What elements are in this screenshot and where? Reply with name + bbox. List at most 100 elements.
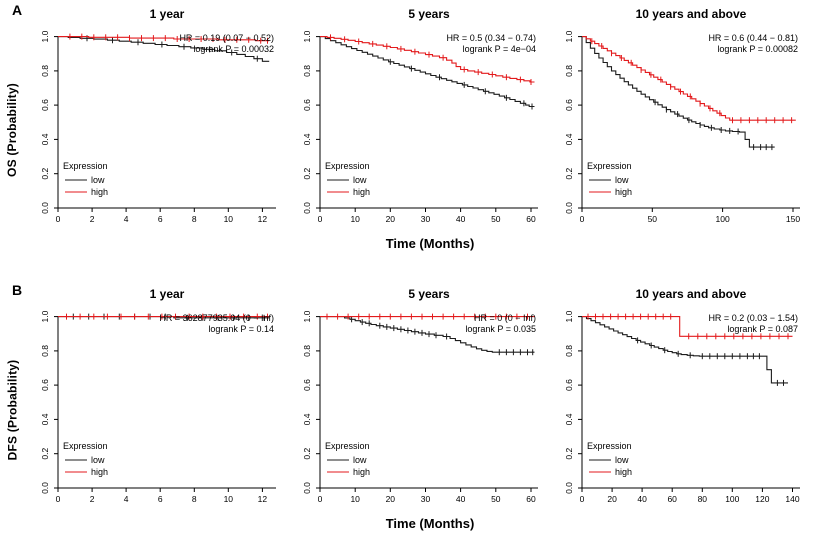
legend-label-high: high xyxy=(615,467,632,477)
y-tick-label: 0.4 xyxy=(302,413,312,425)
row-b-main: 1 year 0 2 4 6 8 10 12 0.0 0.2 0.4 0.6 0.8 1.0 HR = 36… xyxy=(24,286,824,534)
x-tick-label: 6 xyxy=(158,214,163,224)
x-tick-label: 0 xyxy=(580,494,585,504)
censor-marks-high xyxy=(591,38,793,124)
hr-annotation-line: logrank P = 4e−04 xyxy=(463,44,536,54)
hr-annotation-line: logrank P = 0.00082 xyxy=(717,44,798,54)
y-tick-label: 1.0 xyxy=(564,30,574,42)
panel-title: 10 years and above xyxy=(635,7,747,21)
x-tick-label: 80 xyxy=(698,494,708,504)
legend-title: Expression xyxy=(63,441,108,451)
figure-row-a: A OS (Probability) 1 year 0 2 4 6 8 10 12 0.0 0.2… xyxy=(0,0,824,254)
y-tick-label: 0.4 xyxy=(564,133,574,145)
y-tick-label: 0.4 xyxy=(564,413,574,425)
x-tick-label: 140 xyxy=(785,494,799,504)
panel-title: 5 years xyxy=(408,7,450,21)
x-tick-label: 20 xyxy=(607,494,617,504)
y-tick-label: 0.6 xyxy=(564,379,574,391)
y-axis-label-os: OS (Probability) xyxy=(5,83,19,177)
x-tick-label: 30 xyxy=(421,494,431,504)
x-tick-label: 40 xyxy=(456,214,466,224)
km-plot: 0 20 40 60 80 100 120 140 0.0 0.2 0.4 0.6 0.8 1.0 HR =… xyxy=(564,310,800,504)
censor-marks-high xyxy=(69,33,268,44)
y-tick-label: 0.2 xyxy=(40,448,50,460)
x-tick-label: 8 xyxy=(192,494,197,504)
y-tick-label: 0.8 xyxy=(564,65,574,77)
x-tick-label: 20 xyxy=(386,214,396,224)
y-tick-label: 1.0 xyxy=(40,310,50,322)
hr-annotation-line: logrank P = 0.087 xyxy=(727,324,798,334)
legend-label-low: low xyxy=(353,455,367,465)
x-tick-label: 40 xyxy=(456,494,466,504)
km-curve-low xyxy=(320,316,535,353)
x-tick-label: 2 xyxy=(90,214,95,224)
legend-label-low: low xyxy=(615,175,629,185)
y-tick-label: 1.0 xyxy=(40,30,50,42)
x-tick-label: 8 xyxy=(192,214,197,224)
km-curve-low xyxy=(58,36,270,62)
x-tick-label: 50 xyxy=(648,214,658,224)
y-tick-label: 0.2 xyxy=(302,448,312,460)
x-tick-label: 20 xyxy=(386,494,396,504)
legend-label-low: low xyxy=(615,455,629,465)
y-tick-label: 0.8 xyxy=(564,345,574,357)
hr-annotation-line: HR = 362877935.04 (0 − Inf) xyxy=(159,313,274,323)
x-tick-label: 0 xyxy=(580,214,585,224)
km-panel-os-1year: 1 year 0 2 4 6 8 10 12 0.0 0.2 0.4 0.6 0.8 1.0 HR = 0.… xyxy=(24,6,284,234)
y-tick-label: 0.6 xyxy=(40,99,50,111)
y-tick-label: 0.8 xyxy=(40,345,50,357)
censor-marks-low xyxy=(86,35,258,62)
legend-label-low: low xyxy=(91,455,105,465)
hr-annotation-line: HR = 0.5 (0.34 − 0.74) xyxy=(446,33,536,43)
x-tick-label: 2 xyxy=(90,494,95,504)
y-tick-label: 0.2 xyxy=(40,168,50,180)
y-tick-label: 0.8 xyxy=(302,345,312,357)
legend-label-low: low xyxy=(353,175,367,185)
y-axis-label-column-a: OS (Probability) xyxy=(0,6,24,254)
x-tick-label: 0 xyxy=(318,214,323,224)
y-axis-label-column-b: DFS (Probability) xyxy=(0,286,24,534)
censor-marks-low xyxy=(654,99,773,151)
km-curve-high xyxy=(582,316,793,337)
legend-title: Expression xyxy=(325,161,370,171)
legend-title: Expression xyxy=(325,441,370,451)
x-tick-label: 10 xyxy=(224,214,234,224)
y-tick-label: 0.0 xyxy=(40,202,50,214)
panel-title: 1 year xyxy=(149,287,185,301)
x-axis-label-a: Time (Months) xyxy=(385,236,475,251)
y-tick-label: 0.6 xyxy=(302,379,312,391)
x-tick-label: 50 xyxy=(491,214,501,224)
x-tick-label: 4 xyxy=(124,494,129,504)
km-plot: 0 10 20 30 40 50 60 0.0 0.2 0.4 0.6 0.8 1.0 HR = 0.5 … xyxy=(302,30,538,224)
x-tick-label: 60 xyxy=(526,214,536,224)
y-tick-label: 0.4 xyxy=(302,133,312,145)
legend-label-high: high xyxy=(615,187,632,197)
x-tick-label: 12 xyxy=(258,494,268,504)
censor-marks-high xyxy=(587,313,789,340)
x-tick-label: 12 xyxy=(258,214,268,224)
x-tick-label: 0 xyxy=(56,214,61,224)
x-tick-label: 30 xyxy=(421,214,431,224)
x-tick-label: 10 xyxy=(350,214,360,224)
row-b-panels: 1 year 0 2 4 6 8 10 12 0.0 0.2 0.4 0.6 0.8 1.0 HR = 36… xyxy=(24,286,824,514)
y-tick-label: 0.0 xyxy=(302,202,312,214)
x-tick-label: 0 xyxy=(56,494,61,504)
km-plot: 0 2 4 6 8 10 12 0.0 0.2 0.4 0.6 0.8 1.0 HR = 36287793… xyxy=(40,310,276,504)
censor-marks-high xyxy=(326,313,528,320)
km-plot: 0 10 20 30 40 50 60 0.0 0.2 0.4 0.6 0.8 1.0 HR = 0 (0… xyxy=(302,310,538,504)
x-tick-label: 0 xyxy=(318,494,323,504)
y-tick-label: 0.2 xyxy=(302,168,312,180)
hr-annotation-line: HR = 0.6 (0.44 − 0.81) xyxy=(708,33,798,43)
y-tick-label: 0.0 xyxy=(564,482,574,494)
row-a-main: 1 year 0 2 4 6 8 10 12 0.0 0.2 0.4 0.6 0.8 1.0 HR = 0.… xyxy=(24,6,824,254)
y-tick-label: 0.6 xyxy=(564,99,574,111)
censor-marks-high xyxy=(330,34,532,85)
y-tick-label: 0.8 xyxy=(40,65,50,77)
y-tick-label: 1.0 xyxy=(302,310,312,322)
legend-label-low: low xyxy=(91,175,105,185)
km-plot: 0 2 4 6 8 10 12 0.0 0.2 0.4 0.6 0.8 1.0 HR = 0.19 (0.… xyxy=(40,30,276,224)
y-tick-label: 0.8 xyxy=(302,65,312,77)
legend-title: Expression xyxy=(63,161,108,171)
y-tick-label: 0.6 xyxy=(302,99,312,111)
legend-label-high: high xyxy=(353,187,370,197)
